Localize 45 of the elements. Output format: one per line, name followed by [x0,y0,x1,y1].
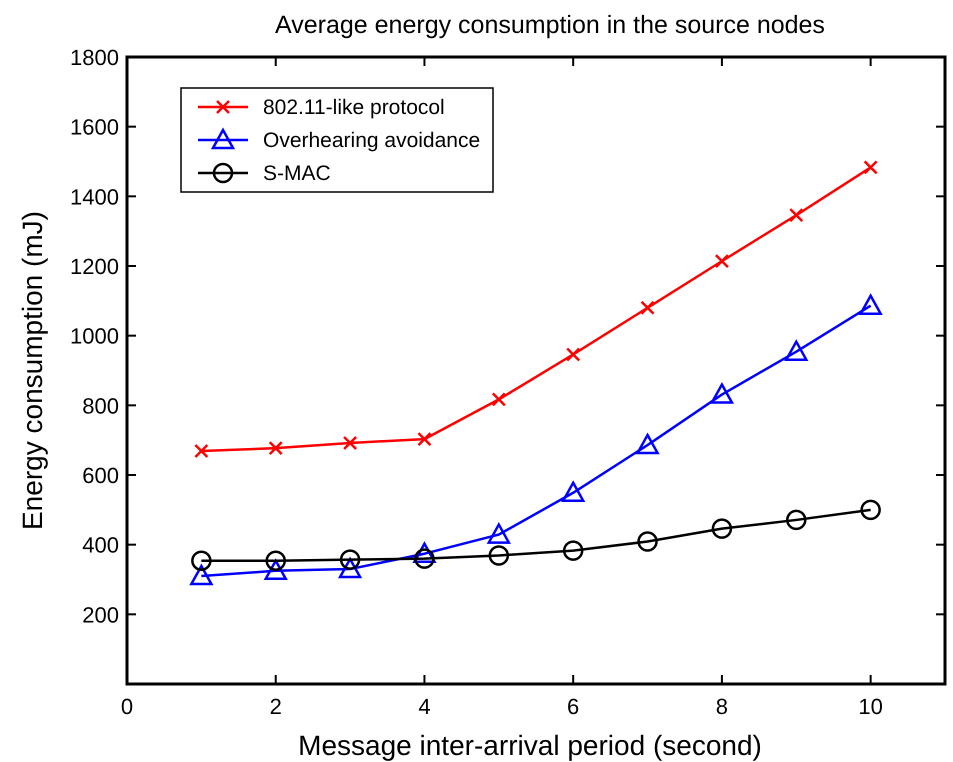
point [562,540,584,561]
x-tick-label: 4 [418,694,431,719]
y-tick-label: 1400 [70,184,119,210]
point [860,500,881,520]
chart-title: Average energy consumption in the source nodes [275,11,825,39]
y-tick-label: 200 [82,602,119,628]
point [712,518,732,539]
point [785,340,808,361]
x-tick-label: 10 [858,694,883,719]
x-tick-label: 0 [120,694,134,719]
point [190,564,213,586]
legend-label: 802.11-like protocol [263,96,445,119]
y-tick-label: 1200 [70,254,119,279]
x-tick-label: 6 [567,694,580,719]
x-tick-label: 8 [716,694,728,719]
point [859,294,882,315]
point [710,383,734,404]
point [640,300,655,316]
y-axis-title: Energy consumption (mJ) [17,210,48,530]
point [191,550,212,571]
y-tick-label: 1600 [70,114,119,140]
point [789,208,804,222]
y-tick-label: 1800 [70,45,119,70]
point [562,482,584,502]
point [637,531,658,552]
point [268,440,283,456]
legend-label: S-MAC [263,162,331,185]
point [492,392,506,407]
point [342,436,358,450]
y-tick-label: 800 [82,393,119,418]
point [488,545,510,566]
point [488,523,510,544]
point [417,432,432,446]
point [863,160,878,175]
x-axis-title: Message inter-arrival period (second) [298,730,762,761]
point [566,347,580,362]
point [786,510,807,530]
point [636,434,659,454]
legend-label: Overhearing avoidance [263,129,480,152]
x-tick-label: 2 [270,694,282,719]
y-tick-label: 600 [82,463,119,488]
y-tick-label: 400 [82,532,119,558]
point [714,254,730,268]
y-tick-label: 1000 [70,324,119,349]
point [194,444,209,458]
